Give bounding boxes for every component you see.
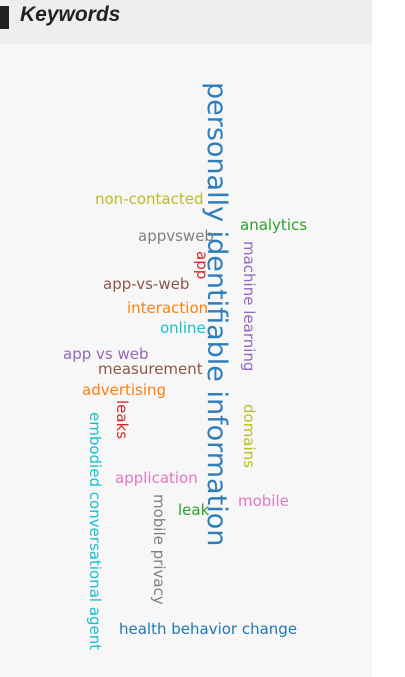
keyword-embodied-conversational-agent[interactable]: embodied conversational agent (86, 412, 104, 650)
keyword-leak[interactable]: leak (178, 501, 210, 519)
keyword-mobile[interactable]: mobile (238, 492, 289, 510)
keyword-cloud: personally identifiable information app … (63, 82, 307, 650)
keywords-header: Keywords (0, 0, 372, 44)
header-accent-bar (0, 6, 9, 29)
keyword-application[interactable]: application (115, 469, 198, 487)
keyword-leaks[interactable]: leaks (113, 400, 131, 439)
keyword-mobile-privacy[interactable]: mobile privacy (150, 494, 168, 605)
keywords-panel: Keywords personally identifiable informa… (0, 0, 372, 651)
keyword-personally-identifiable-information[interactable]: personally identifiable information (201, 82, 232, 546)
keyword-app-vs-web-spaced[interactable]: app vs web (63, 345, 148, 363)
keyword-app-vs-web[interactable]: app-vs-web (103, 275, 189, 293)
keyword-measurement[interactable]: measurement (98, 360, 203, 378)
keyword-machine-learning[interactable]: machine learning (240, 241, 258, 371)
keyword-domains[interactable]: domains (240, 404, 258, 468)
keywords-title: Keywords (20, 3, 121, 26)
keyword-analytics[interactable]: analytics (240, 216, 307, 234)
keyword-online[interactable]: online (160, 319, 206, 337)
keyword-non-contacted[interactable]: non-contacted (95, 190, 204, 208)
keyword-interaction[interactable]: interaction (127, 299, 208, 317)
keyword-appvsweb[interactable]: appvsweb (138, 227, 214, 245)
keyword-advertising[interactable]: advertising (82, 381, 166, 399)
keyword-health-behavior-change[interactable]: health behavior change (119, 620, 297, 638)
keyword-app[interactable]: app (193, 251, 211, 279)
